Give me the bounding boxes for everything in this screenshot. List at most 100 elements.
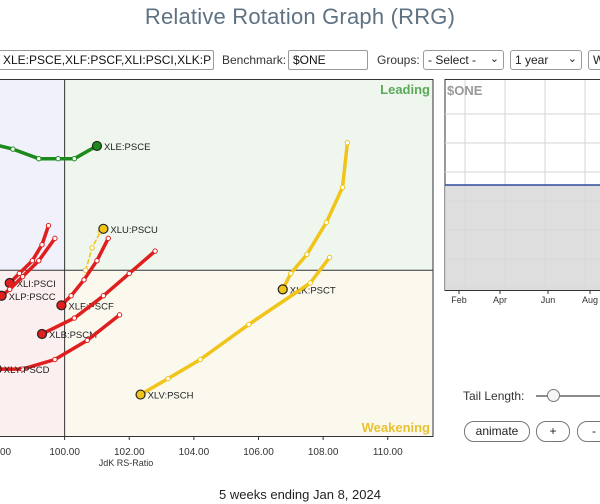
symbols-input[interactable]: XLE:PSCE,XLF:PSCF,XLI:PSCI,XLK:P	[0, 50, 214, 70]
series-point	[197, 356, 204, 363]
series-label: XLB:PSCM	[49, 330, 97, 341]
series-xlk-psct: XLK:PSCT	[277, 140, 351, 296]
x-tick-label: 102.00	[114, 447, 145, 458]
x-tick-label: 108.00	[308, 447, 339, 458]
series-point	[288, 270, 294, 277]
x-tick-label: 104.00	[179, 447, 210, 458]
series-point	[6, 286, 13, 293]
zoom-in-button[interactable]: +	[536, 421, 570, 442]
toolbar: XLE:PSCE,XLF:PSCF,XLI:PSCI,XLK:P Benchma…	[0, 50, 600, 72]
series-point	[71, 315, 78, 321]
series-tail	[0, 144, 99, 161]
period-select[interactable]: 1 year ⌄	[510, 50, 582, 70]
series-point	[52, 356, 58, 363]
benchmark-tick-label: Feb	[451, 295, 467, 305]
series-xlb-pscm: XLB:PSCM	[36, 248, 158, 341]
series-point	[84, 337, 90, 344]
weakening-label: Weakening	[362, 420, 430, 435]
series-point	[52, 235, 58, 242]
series-head-point	[0, 290, 7, 301]
series-point	[116, 312, 123, 318]
series-tail	[280, 141, 350, 292]
frequency-select-value: W	[593, 53, 600, 67]
weakening-quadrant	[64, 270, 434, 436]
series-head-point	[91, 140, 103, 152]
plot-border	[0, 79, 434, 437]
series-xlu-pscu: XLU:PSCU	[82, 223, 158, 273]
groups-select[interactable]: - Select - ⌄	[423, 50, 504, 70]
x-tick-label: 110.00	[373, 447, 403, 458]
series-point	[126, 270, 132, 277]
chevron-down-icon: ⌄	[567, 53, 577, 65]
animate-button[interactable]: animate	[464, 421, 530, 442]
chevron-down-icon: ⌄	[489, 53, 499, 65]
series-point	[82, 267, 89, 273]
series-point	[323, 219, 330, 226]
series-point	[36, 155, 42, 162]
series-xlv-psch: XLV:PSCH	[135, 254, 333, 402]
lagging-quadrant	[0, 270, 65, 436]
series-head-point	[36, 328, 48, 340]
benchmark-area	[445, 185, 600, 290]
series-point	[100, 293, 107, 299]
series-xly-pscd: XLY:PSCD	[0, 312, 123, 376]
series-xlp-pscc: XLP:PSCC	[0, 235, 58, 303]
benchmark-chart: $ONE Feb Apr Jun Aug	[444, 79, 600, 305]
series-point	[246, 321, 252, 328]
series-point	[94, 257, 100, 264]
series-point	[105, 235, 111, 242]
footer-caption: 5 weeks ending Jan 8, 2024	[219, 487, 381, 502]
tail-length-slider[interactable]	[536, 395, 600, 397]
series-point	[39, 242, 45, 248]
series-point	[165, 375, 171, 382]
benchmark-tick-label: Aug	[582, 295, 598, 305]
series-point	[307, 280, 313, 286]
series-point	[81, 277, 87, 283]
improving-quadrant	[0, 79, 65, 271]
benchmark-label: Benchmark:	[222, 53, 287, 67]
benchmark-title: $ONE	[447, 83, 483, 98]
benchmark-tick-label: Apr	[493, 295, 507, 305]
series-point	[71, 155, 78, 162]
series-point	[10, 146, 16, 152]
series-point	[326, 254, 333, 261]
leading-label: Leading	[380, 82, 430, 97]
series-head-point	[277, 284, 288, 295]
series-point	[68, 293, 74, 299]
series-point	[45, 222, 52, 229]
series-label: XLI:PSCI	[17, 279, 56, 290]
series-point	[55, 155, 61, 162]
series-head-point	[98, 223, 109, 234]
tail-length-label: Tail Length:	[463, 389, 525, 403]
groups-label: Groups:	[377, 53, 420, 67]
series-point	[339, 184, 346, 191]
series-point	[344, 140, 351, 146]
series-label: XLU:PSCU	[110, 225, 158, 236]
series-head-point	[56, 300, 67, 311]
series-label: XLP:PSCC	[9, 292, 56, 303]
period-select-value: 1 year	[515, 53, 549, 67]
series-label: XLK:PSCT	[290, 285, 336, 296]
series-point	[152, 248, 158, 254]
series-head-point	[0, 365, 2, 374]
frequency-select[interactable]: W	[588, 50, 600, 70]
series-tail	[138, 255, 332, 397]
series-point	[29, 257, 36, 264]
series-point	[19, 366, 26, 372]
series-point	[36, 257, 42, 264]
series-label: XLY:PSCD	[4, 365, 50, 376]
series-point	[89, 245, 95, 251]
zoom-out-button[interactable]: -	[577, 421, 600, 442]
tail-length-handle[interactable]	[546, 389, 560, 402]
x-tick-label: 100.00	[49, 447, 80, 458]
series-point	[19, 273, 26, 280]
series-layer: XLE:PSCE XLU:PSCU XLK:PSCT XLV:PSCH XLI:PSCI…	[0, 140, 351, 402]
series-point	[16, 270, 23, 277]
x-axis: 100.00 102.00 104.00 106.00 108.00 110.00 00	[0, 436, 403, 458]
leading-quadrant	[64, 79, 434, 271]
series-head-point	[135, 389, 146, 400]
benchmark-tick-label: Jun	[541, 295, 556, 305]
benchmark-input[interactable]: $ONE	[288, 50, 368, 70]
x-tick-label: 106.00	[243, 447, 274, 458]
page-title: Relative Rotation Graph (RRG)	[144, 4, 456, 29]
